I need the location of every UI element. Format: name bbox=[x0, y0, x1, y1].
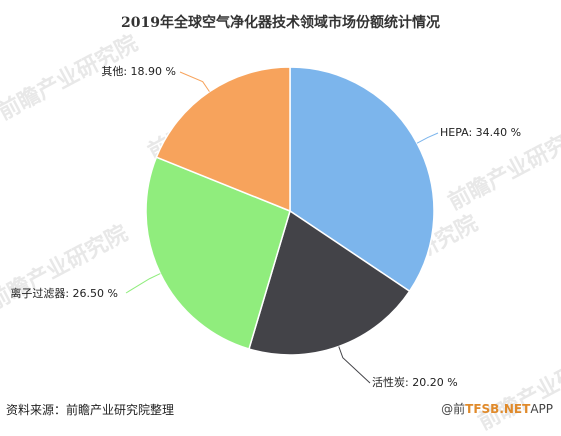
brand-net: TFSB.NET bbox=[465, 402, 531, 416]
data-label: HEPA: 34.40 % bbox=[440, 126, 521, 139]
chart-title: 2019年全球空气净化器技术领域市场份额统计情况 bbox=[121, 15, 440, 31]
brand-mark: @前TFSB.NETAPP bbox=[441, 400, 553, 417]
slice-ion-filter bbox=[145, 156, 291, 350]
data-label: 其他: 18.90 % bbox=[101, 65, 176, 78]
slice-activated-carbon bbox=[248, 209, 411, 356]
data-label: 活性炭: 20.20 % bbox=[372, 375, 458, 389]
leader-line bbox=[125, 273, 161, 294]
leader-line bbox=[416, 132, 439, 144]
leader-line bbox=[179, 71, 210, 92]
brand-app: APP bbox=[530, 402, 553, 416]
source-note: 资料来源：前瞻产业研究院整理 bbox=[6, 403, 175, 417]
brand-text: @前 bbox=[441, 402, 466, 416]
leader-line bbox=[338, 346, 371, 384]
slice-other bbox=[155, 66, 291, 213]
data-label: 离子过滤器: 26.50 % bbox=[10, 286, 118, 300]
